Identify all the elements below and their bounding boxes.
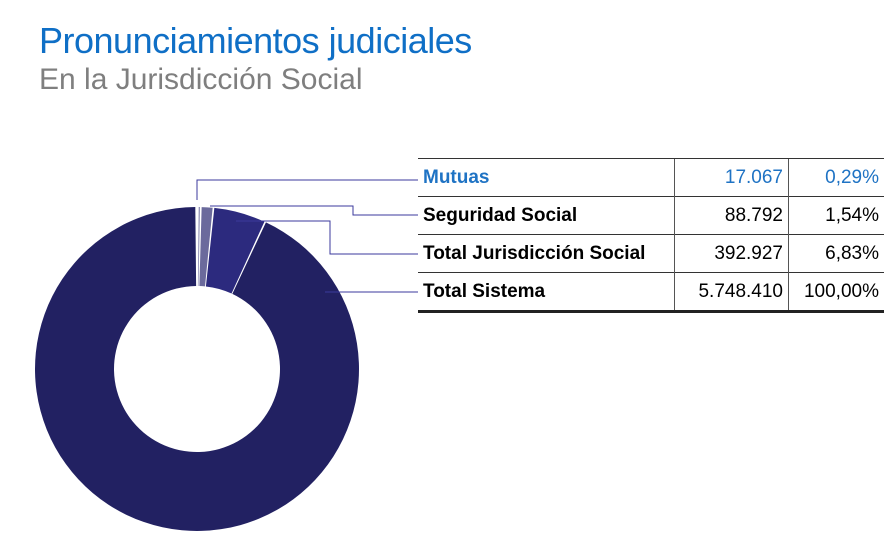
row-value: 392.927 bbox=[674, 234, 789, 273]
row-percent: 1,54% bbox=[788, 196, 884, 235]
page-subtitle: En la Jurisdicción Social bbox=[39, 63, 363, 96]
donut-slice bbox=[199, 207, 213, 287]
row-value: 5.748.410 bbox=[674, 272, 789, 313]
table-row: Mutuas 17.067 0,29% bbox=[418, 158, 884, 197]
table-row: Seguridad Social 88.792 1,54% bbox=[418, 196, 884, 235]
row-value: 17.067 bbox=[674, 158, 789, 197]
table-row: Total Jurisdicción Social 392.927 6,83% bbox=[418, 234, 884, 273]
row-label: Total Sistema bbox=[418, 272, 675, 313]
leader-line bbox=[210, 205, 418, 216]
row-label: Seguridad Social bbox=[418, 196, 675, 235]
row-label: Total Jurisdicción Social bbox=[418, 234, 675, 273]
row-percent: 6,83% bbox=[788, 234, 884, 273]
donut-slice bbox=[197, 207, 200, 287]
table-row: Total Sistema 5.748.410 100,00% bbox=[418, 272, 884, 313]
row-value: 88.792 bbox=[674, 196, 789, 235]
row-percent: 0,29% bbox=[788, 158, 884, 197]
donut-slice bbox=[35, 207, 360, 531]
data-table: Mutuas 17.067 0,29% Seguridad Social 88.792 1… bbox=[418, 158, 884, 313]
leader-line bbox=[196, 179, 418, 200]
leader-line bbox=[236, 220, 418, 255]
row-percent: 100,00% bbox=[788, 272, 884, 313]
page-title: Pronunciamientos judiciales bbox=[39, 20, 472, 61]
donut-slice bbox=[205, 207, 265, 294]
row-label: Mutuas bbox=[418, 158, 675, 197]
